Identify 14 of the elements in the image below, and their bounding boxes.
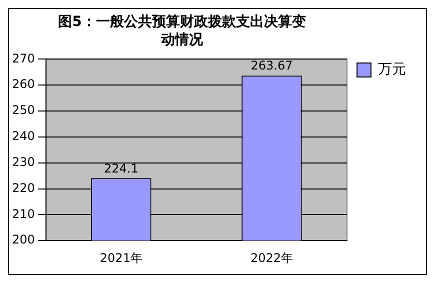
data-label: 224.1	[104, 161, 138, 176]
chart-title: 图5：一般公共预算财政拨款支出决算变动情况	[57, 13, 307, 49]
y-tick-label: 250	[12, 103, 35, 118]
y-tick-label: 240	[12, 129, 35, 144]
y-tick-label: 220	[12, 180, 35, 195]
y-tick-label: 270	[12, 51, 35, 66]
legend-label: 万元	[378, 62, 406, 78]
y-tick-label: 200	[12, 232, 35, 247]
x-tick-label: 2021年	[100, 250, 142, 265]
y-tick-label: 210	[12, 206, 35, 221]
y-tick-label: 230	[12, 154, 35, 169]
x-tick-label: 2022年	[250, 250, 293, 265]
data-label: 263.67	[250, 58, 293, 73]
y-tick-label: 260	[12, 77, 35, 92]
